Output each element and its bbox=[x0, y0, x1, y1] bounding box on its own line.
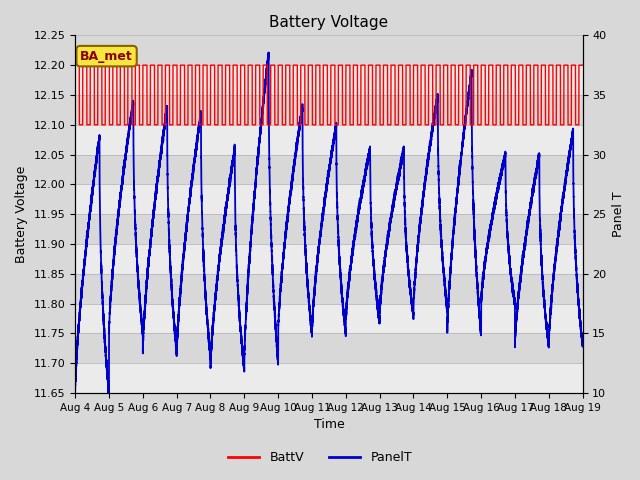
Bar bbox=[75, 244, 582, 274]
Bar bbox=[75, 334, 582, 363]
Legend: BattV, PanelT: BattV, PanelT bbox=[223, 446, 417, 469]
Y-axis label: Battery Voltage: Battery Voltage bbox=[15, 166, 28, 263]
Bar bbox=[75, 214, 582, 244]
Bar bbox=[75, 274, 582, 304]
Bar bbox=[75, 304, 582, 334]
Y-axis label: Panel T: Panel T bbox=[612, 192, 625, 237]
Text: BA_met: BA_met bbox=[80, 49, 133, 63]
Bar bbox=[75, 125, 582, 155]
Bar bbox=[75, 155, 582, 184]
Bar bbox=[75, 95, 582, 125]
Bar bbox=[75, 363, 582, 393]
Bar bbox=[75, 65, 582, 95]
Title: Battery Voltage: Battery Voltage bbox=[269, 15, 388, 30]
Bar bbox=[75, 184, 582, 214]
Bar bbox=[75, 36, 582, 65]
X-axis label: Time: Time bbox=[314, 419, 344, 432]
